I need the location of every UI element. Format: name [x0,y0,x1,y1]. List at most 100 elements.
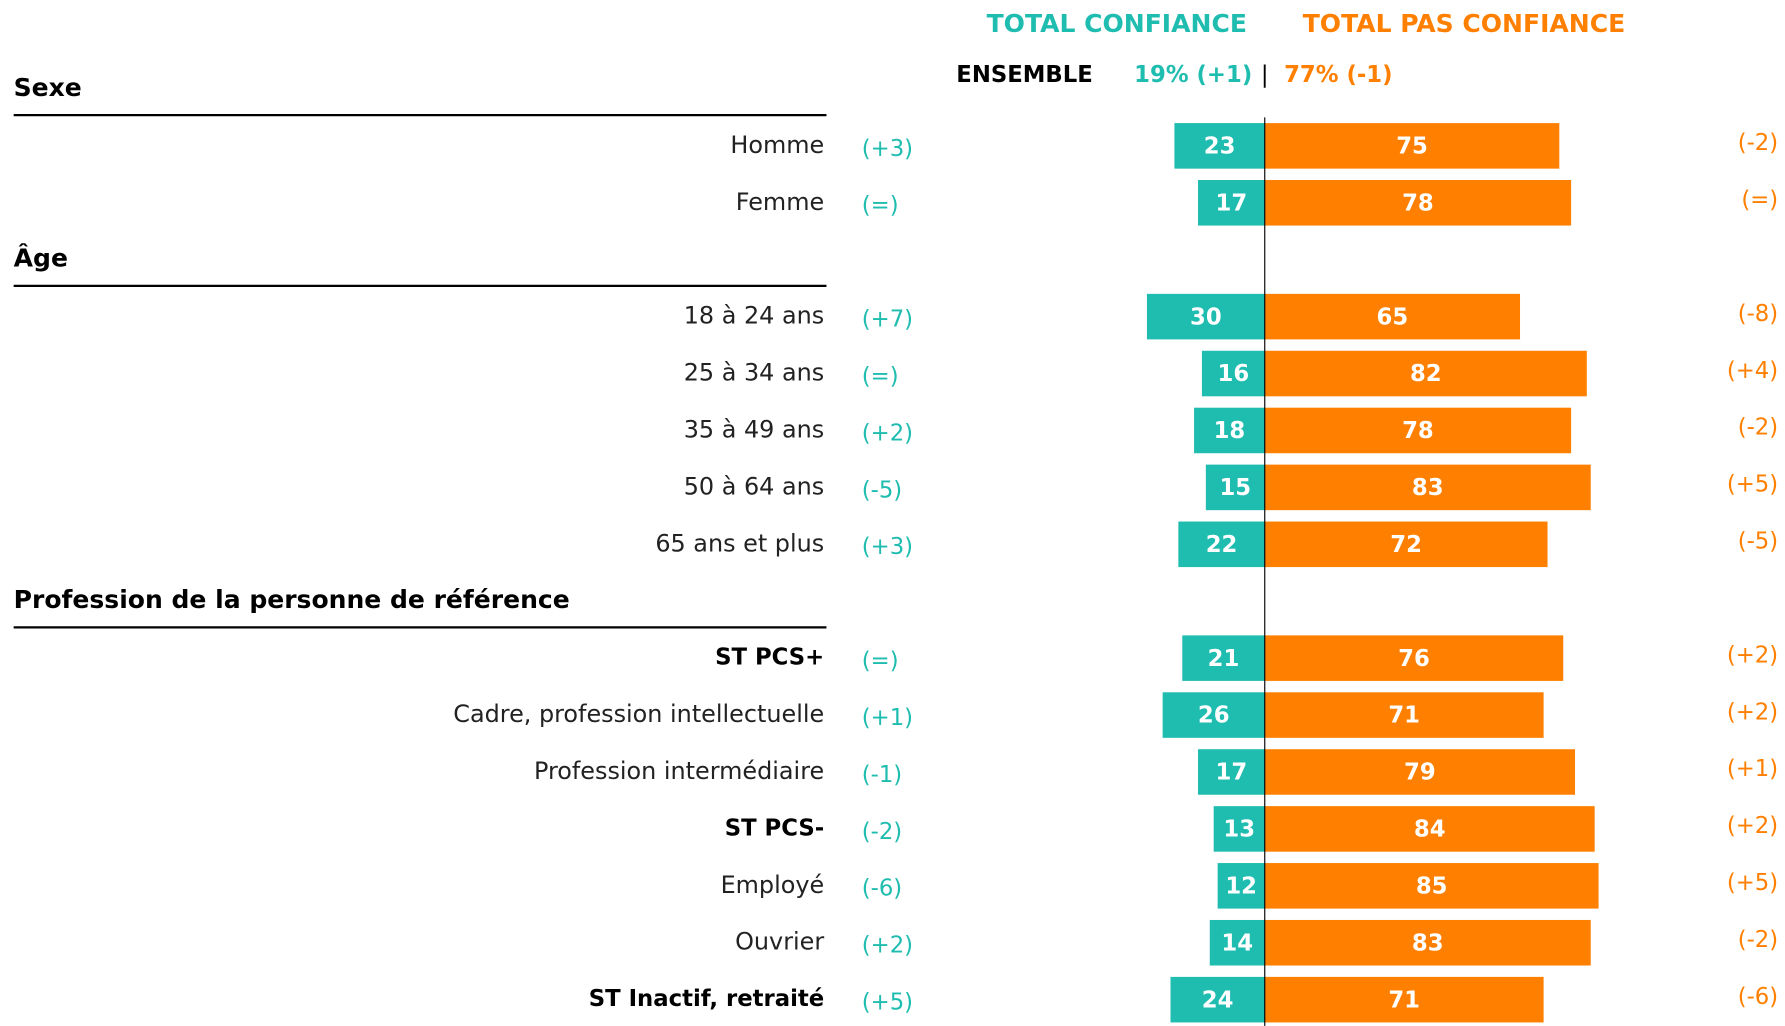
change-right: (+5) [1727,472,1778,498]
change-left: (=) [862,363,899,389]
value-right: 75 [1396,134,1428,160]
change-right: (+2) [1727,642,1778,668]
value-right: 82 [1410,361,1442,387]
value-right: 83 [1412,930,1444,956]
value-left: 16 [1217,361,1249,387]
bar-left [1162,692,1265,738]
value-right: 65 [1377,304,1409,330]
bar-right [1264,123,1560,169]
bar-left [1209,919,1265,966]
bar-right [1264,407,1572,454]
change-left: (+1) [862,705,913,731]
row-label: ST PCS+ [715,645,824,671]
change-right: (+2) [1727,699,1778,725]
bar-right [1264,635,1564,681]
change-right: (+2) [1727,813,1778,839]
row-label: Homme [730,131,824,159]
change-left: (=) [862,648,899,674]
group-title: Âge [14,244,68,273]
bar-left [1194,407,1265,454]
value-left: 18 [1214,418,1246,444]
row-label: Cadre, profession intellectuelle [453,700,824,728]
bar-left [1174,123,1265,169]
change-right: (-5) [1738,529,1778,555]
row-label: 35 à 49 ans [684,415,824,443]
change-right: (-2) [1738,927,1778,953]
value-right: 78 [1402,418,1434,444]
change-left: (-1) [862,762,902,788]
value-right: 78 [1402,190,1434,216]
bar-left [1201,350,1265,397]
bar-right [1264,863,1599,909]
bar-left [1205,464,1265,511]
bar-left [1213,806,1265,852]
value-right: 76 [1398,646,1430,672]
value-right: 84 [1414,817,1446,843]
row-label: Employé [721,871,825,899]
value-left: 15 [1219,475,1251,501]
row-label: 50 à 64 ans [684,472,824,500]
row-label: ST PCS- [725,815,824,841]
bar-left [1182,635,1265,681]
value-right: 79 [1404,760,1436,786]
row-label: Profession intermédiaire [534,757,824,785]
value-left: 17 [1216,760,1248,786]
change-right: (=) [1741,187,1778,213]
bar-right [1264,919,1591,966]
total-separator: | [1261,62,1269,88]
row-label: 25 à 34 ans [684,359,824,387]
value-right: 85 [1416,873,1448,899]
change-left: (-5) [862,477,902,503]
change-right: (+4) [1727,358,1778,384]
row-label: Ouvrier [735,928,824,956]
change-right: (-2) [1738,130,1778,156]
change-left: (=) [862,193,899,219]
row-label: 65 ans et plus [655,529,824,557]
bar-right [1264,806,1595,852]
value-left: 13 [1223,817,1255,843]
change-right: (-8) [1738,301,1778,327]
change-left: (-6) [862,876,902,902]
bar-left [1197,749,1265,795]
change-left: (+5) [862,990,913,1016]
row-label: Femme [736,188,824,216]
change-right: (+5) [1727,870,1778,896]
value-left: 23 [1204,134,1236,160]
change-left: (+3) [862,136,913,162]
total-left: 19% (+1) [1134,62,1252,88]
legend-right: TOTAL PAS CONFIANCE [1303,9,1625,38]
change-left: (+2) [862,420,913,446]
total-right: 77% (-1) [1284,62,1392,88]
value-left: 24 [1202,987,1234,1013]
bar-right [1264,350,1587,397]
bar-right [1264,976,1544,1023]
bar-right [1264,749,1576,795]
group-title: Profession de la personne de référence [14,585,570,614]
value-left: 26 [1198,703,1230,729]
bar-right [1264,521,1548,568]
row-label: 18 à 24 ans [684,302,824,330]
value-right: 72 [1390,532,1422,558]
value-right: 71 [1388,703,1420,729]
change-right: (-6) [1738,984,1778,1010]
change-right: (-2) [1738,415,1778,441]
change-left: (-2) [862,819,902,845]
change-left: (+3) [862,534,913,560]
change-right: (+1) [1727,756,1778,782]
bar-right [1264,293,1521,340]
row-label: ST Inactif, retraité [589,986,824,1012]
value-left: 22 [1206,532,1238,558]
bar-right [1264,464,1591,511]
value-right: 83 [1412,475,1444,501]
change-left: (+7) [862,307,913,333]
group-title: Sexe [14,73,82,102]
value-right: 71 [1388,987,1420,1013]
legend-left: TOTAL CONFIANCE [987,9,1247,38]
bar-left [1178,521,1265,568]
bar-left [1170,976,1265,1023]
bar-left [1197,180,1265,226]
total-label: ENSEMBLE [956,62,1093,88]
change-left: (+2) [862,933,913,959]
value-left: 14 [1221,930,1253,956]
